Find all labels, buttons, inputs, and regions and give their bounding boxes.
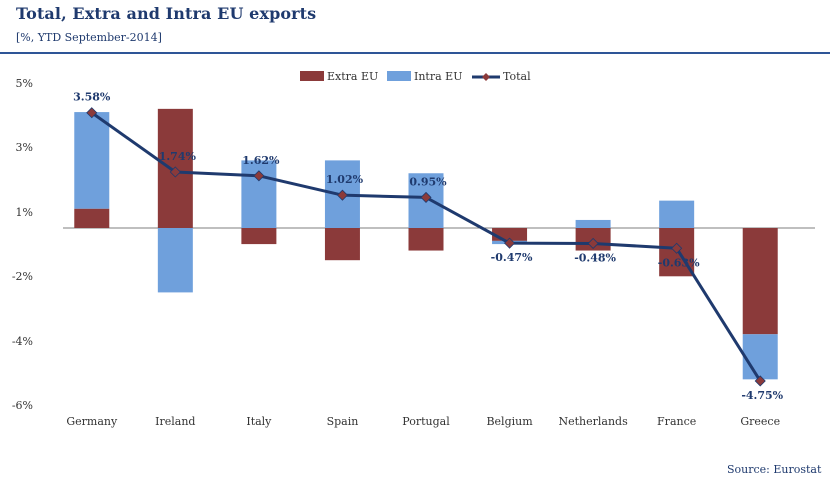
intra-eu-bar xyxy=(659,200,695,228)
intra-eu-bar xyxy=(742,334,778,380)
y-tick-label: 5% xyxy=(16,77,33,90)
total-data-label: -0.63% xyxy=(658,256,700,269)
total-data-label: 1.74% xyxy=(159,150,197,163)
total-marker xyxy=(253,170,265,182)
x-tick-label: Ireland xyxy=(155,415,195,428)
intra-eu-bar xyxy=(575,219,611,228)
total-marker xyxy=(420,191,432,203)
intra-eu-bar xyxy=(157,228,193,293)
total-marker xyxy=(336,189,349,201)
legend-label-extra-eu: Extra EU xyxy=(327,70,378,83)
x-tick-label: France xyxy=(657,415,696,428)
x-tick-label: Italy xyxy=(246,415,272,428)
extra-eu-bar xyxy=(742,228,778,335)
legend-label-total: Total xyxy=(503,70,531,83)
total-marker xyxy=(587,237,599,250)
y-tick-label: -2% xyxy=(12,270,33,283)
total-marker xyxy=(671,242,683,254)
total-data-label: 1.62% xyxy=(242,154,280,167)
total-marker xyxy=(169,166,181,178)
total-data-label: -0.47% xyxy=(491,251,533,264)
title-divider xyxy=(0,52,830,54)
y-tick-label: 1% xyxy=(16,206,33,219)
source-note: Source: Eurostat xyxy=(727,463,822,476)
extra-eu-bar xyxy=(241,228,277,245)
legend-label-intra-eu: Intra EU xyxy=(414,70,462,83)
total-data-label: 3.58% xyxy=(73,91,111,104)
x-tick-label: Belgium xyxy=(486,415,533,428)
chart-title: Total, Extra and Intra EU exports xyxy=(16,4,317,23)
x-tick-label: Portugal xyxy=(402,415,450,428)
x-tick-label: Spain xyxy=(327,415,359,428)
intra-eu-bar xyxy=(74,112,110,209)
legend-marker-total xyxy=(482,73,490,81)
extra-eu-bar xyxy=(324,228,360,261)
extra-eu-bar xyxy=(408,228,444,251)
total-data-label: 0.95% xyxy=(409,175,447,188)
total-data-label: -0.48% xyxy=(574,251,616,264)
y-tick-label: -4% xyxy=(12,335,33,348)
y-tick-label: 3% xyxy=(16,141,33,154)
x-tick-label: Netherlands xyxy=(558,415,628,428)
total-marker xyxy=(503,237,516,249)
total-data-label: 1.02% xyxy=(326,173,364,186)
total-marker xyxy=(754,375,766,387)
x-tick-label: Germany xyxy=(66,415,118,428)
y-tick-label: -6% xyxy=(12,399,33,412)
legend-swatch-extra-eu xyxy=(300,71,324,81)
legend-swatch-intra-eu xyxy=(387,71,411,81)
extra-eu-bar xyxy=(74,208,110,228)
chart-subtitle: [%, YTD September-2014] xyxy=(16,31,162,44)
total-data-label: -4.75% xyxy=(741,389,783,402)
x-tick-label: Greece xyxy=(740,415,780,428)
total-marker xyxy=(86,107,98,119)
